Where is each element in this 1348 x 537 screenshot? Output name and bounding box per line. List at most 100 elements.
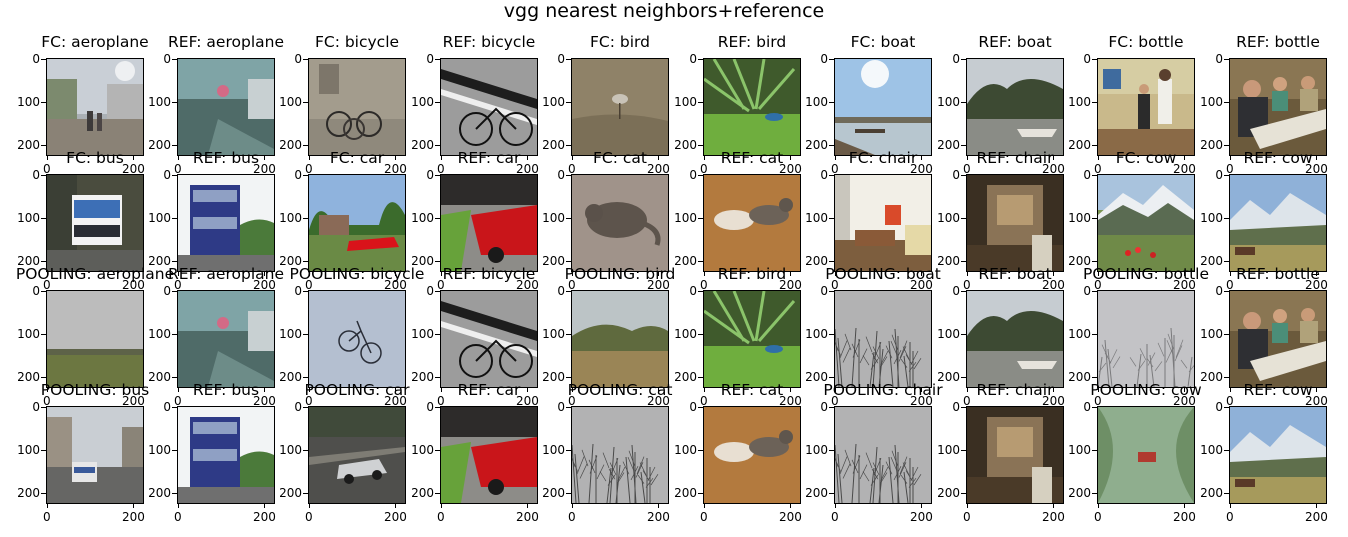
- y-tick-label: 0: [689, 400, 697, 414]
- y-tick-label: 0: [294, 52, 302, 66]
- x-tick-mark: [967, 272, 968, 276]
- y-tick-label: 200: [411, 486, 434, 500]
- x-tick-label: 0: [174, 394, 182, 408]
- y-tick-label: 200: [279, 370, 302, 384]
- y-tick-mark: [1224, 334, 1229, 335]
- y-tick-mark: [566, 334, 571, 335]
- subplot-panel: POOLING: bottle 0 100 200 0 200: [1068, 265, 1209, 408]
- y-tick-mark: [829, 334, 834, 335]
- subplot-panel: FC: bottle 0 100 200 0 200: [1068, 33, 1196, 176]
- y-tick-mark: [566, 291, 571, 292]
- y-tick-label: 0: [820, 400, 828, 414]
- thumbnail-image: [703, 290, 801, 388]
- subplot-panel: REF: bus 0 100 200 0 200: [148, 381, 276, 524]
- thumbnail-image: [1229, 58, 1327, 156]
- x-tick-label: 0: [568, 162, 576, 176]
- y-tick-mark: [41, 407, 46, 408]
- y-tick-mark: [566, 175, 571, 176]
- y-tick-mark: [961, 493, 966, 494]
- y-tick-label: 200: [279, 138, 302, 152]
- thumbnail-image: [834, 58, 932, 156]
- y-tick-mark: [435, 261, 440, 262]
- y-tick-label: 0: [820, 284, 828, 298]
- subplot-panel: POOLING: car 0 100 200 0 200: [279, 381, 409, 524]
- y-tick-mark: [698, 102, 703, 103]
- y-tick-label: 100: [805, 211, 828, 225]
- y-tick-mark: [829, 59, 834, 60]
- x-tick-mark: [790, 156, 791, 160]
- subplot-title: REF: bird: [717, 265, 787, 283]
- thumbnail-image: [46, 174, 144, 272]
- x-tick-label: 0: [963, 278, 971, 292]
- x-tick-label: 200: [1305, 394, 1328, 408]
- subplot-title: REF: car: [457, 149, 521, 167]
- subplot-title: POOLING: boat: [825, 265, 941, 283]
- subplot-panel: POOLING: bicycle 0 100 200 0 200: [279, 265, 424, 408]
- y-tick-label: 200: [279, 486, 302, 500]
- subplot-title: REF: car: [457, 381, 521, 399]
- y-tick-label: 100: [674, 443, 697, 457]
- y-tick-label: 200: [674, 486, 697, 500]
- y-tick-label: 100: [937, 95, 960, 109]
- subplot-title: FC: aeroplane: [41, 33, 149, 51]
- y-tick-mark: [41, 145, 46, 146]
- y-tick-label: 0: [557, 400, 565, 414]
- x-tick-label: 200: [1305, 510, 1328, 524]
- subplot-panel: REF: aeroplane 0 100 200 0 200: [148, 265, 284, 408]
- subplot-panel: REF: bird 0 100 200 0 200: [674, 33, 802, 176]
- subplot-title: REF: bus: [192, 381, 260, 399]
- subplot-title: REF: aeroplane: [168, 265, 284, 283]
- y-tick-mark: [303, 493, 308, 494]
- y-tick-label: 200: [17, 254, 40, 268]
- y-tick-label: 100: [148, 95, 171, 109]
- x-tick-label: 0: [700, 510, 708, 524]
- x-tick-mark: [47, 156, 48, 160]
- x-tick-label: 0: [700, 278, 708, 292]
- y-tick-label: 200: [1068, 138, 1091, 152]
- x-tick-label: 200: [779, 278, 802, 292]
- x-tick-label: 200: [516, 394, 539, 408]
- subplot-panel: FC: bird 0 100 200 0 200: [542, 33, 670, 176]
- figure-title: vgg nearest neighbors+reference: [503, 0, 825, 22]
- y-tick-mark: [566, 493, 571, 494]
- y-tick-label: 200: [411, 254, 434, 268]
- subplot-title: REF: cow: [1243, 149, 1313, 167]
- x-tick-label: 0: [1094, 278, 1102, 292]
- subplot-panel: REF: bottle 0 100 200 0 200: [1200, 265, 1328, 408]
- x-tick-mark: [835, 388, 836, 392]
- x-tick-label: 0: [174, 278, 182, 292]
- y-tick-label: 0: [952, 52, 960, 66]
- x-tick-mark: [133, 272, 134, 276]
- y-tick-label: 200: [805, 486, 828, 500]
- subplot-title: REF: cow: [1243, 381, 1313, 399]
- y-tick-mark: [961, 407, 966, 408]
- x-tick-label: 200: [516, 162, 539, 176]
- y-tick-mark: [1224, 102, 1229, 103]
- y-tick-mark: [303, 450, 308, 451]
- y-tick-mark: [41, 175, 46, 176]
- subplot-title: REF: bottle: [1236, 265, 1320, 283]
- x-tick-label: 200: [384, 394, 407, 408]
- x-tick-mark: [1230, 272, 1231, 276]
- y-tick-mark: [698, 377, 703, 378]
- x-tick-label: 200: [647, 510, 670, 524]
- x-tick-label: 0: [831, 278, 839, 292]
- subplot-title: REF: cat: [720, 149, 784, 167]
- y-tick-label: 200: [674, 138, 697, 152]
- y-tick-label: 100: [937, 211, 960, 225]
- y-tick-mark: [41, 59, 46, 60]
- subplot-title: POOLING: bottle: [1082, 265, 1210, 283]
- y-tick-label: 0: [294, 400, 302, 414]
- x-tick-mark: [1098, 504, 1099, 508]
- y-tick-mark: [698, 218, 703, 219]
- x-tick-mark: [395, 156, 396, 160]
- thumbnail-image: [1229, 174, 1327, 272]
- x-tick-mark: [921, 388, 922, 392]
- thumbnail-image: [834, 174, 932, 272]
- x-tick-label: 0: [1094, 162, 1102, 176]
- thumbnail-image: [308, 58, 406, 156]
- x-tick-label: 0: [963, 394, 971, 408]
- y-tick-label: 100: [1200, 327, 1223, 341]
- x-tick-mark: [790, 272, 791, 276]
- x-tick-label: 200: [1305, 162, 1328, 176]
